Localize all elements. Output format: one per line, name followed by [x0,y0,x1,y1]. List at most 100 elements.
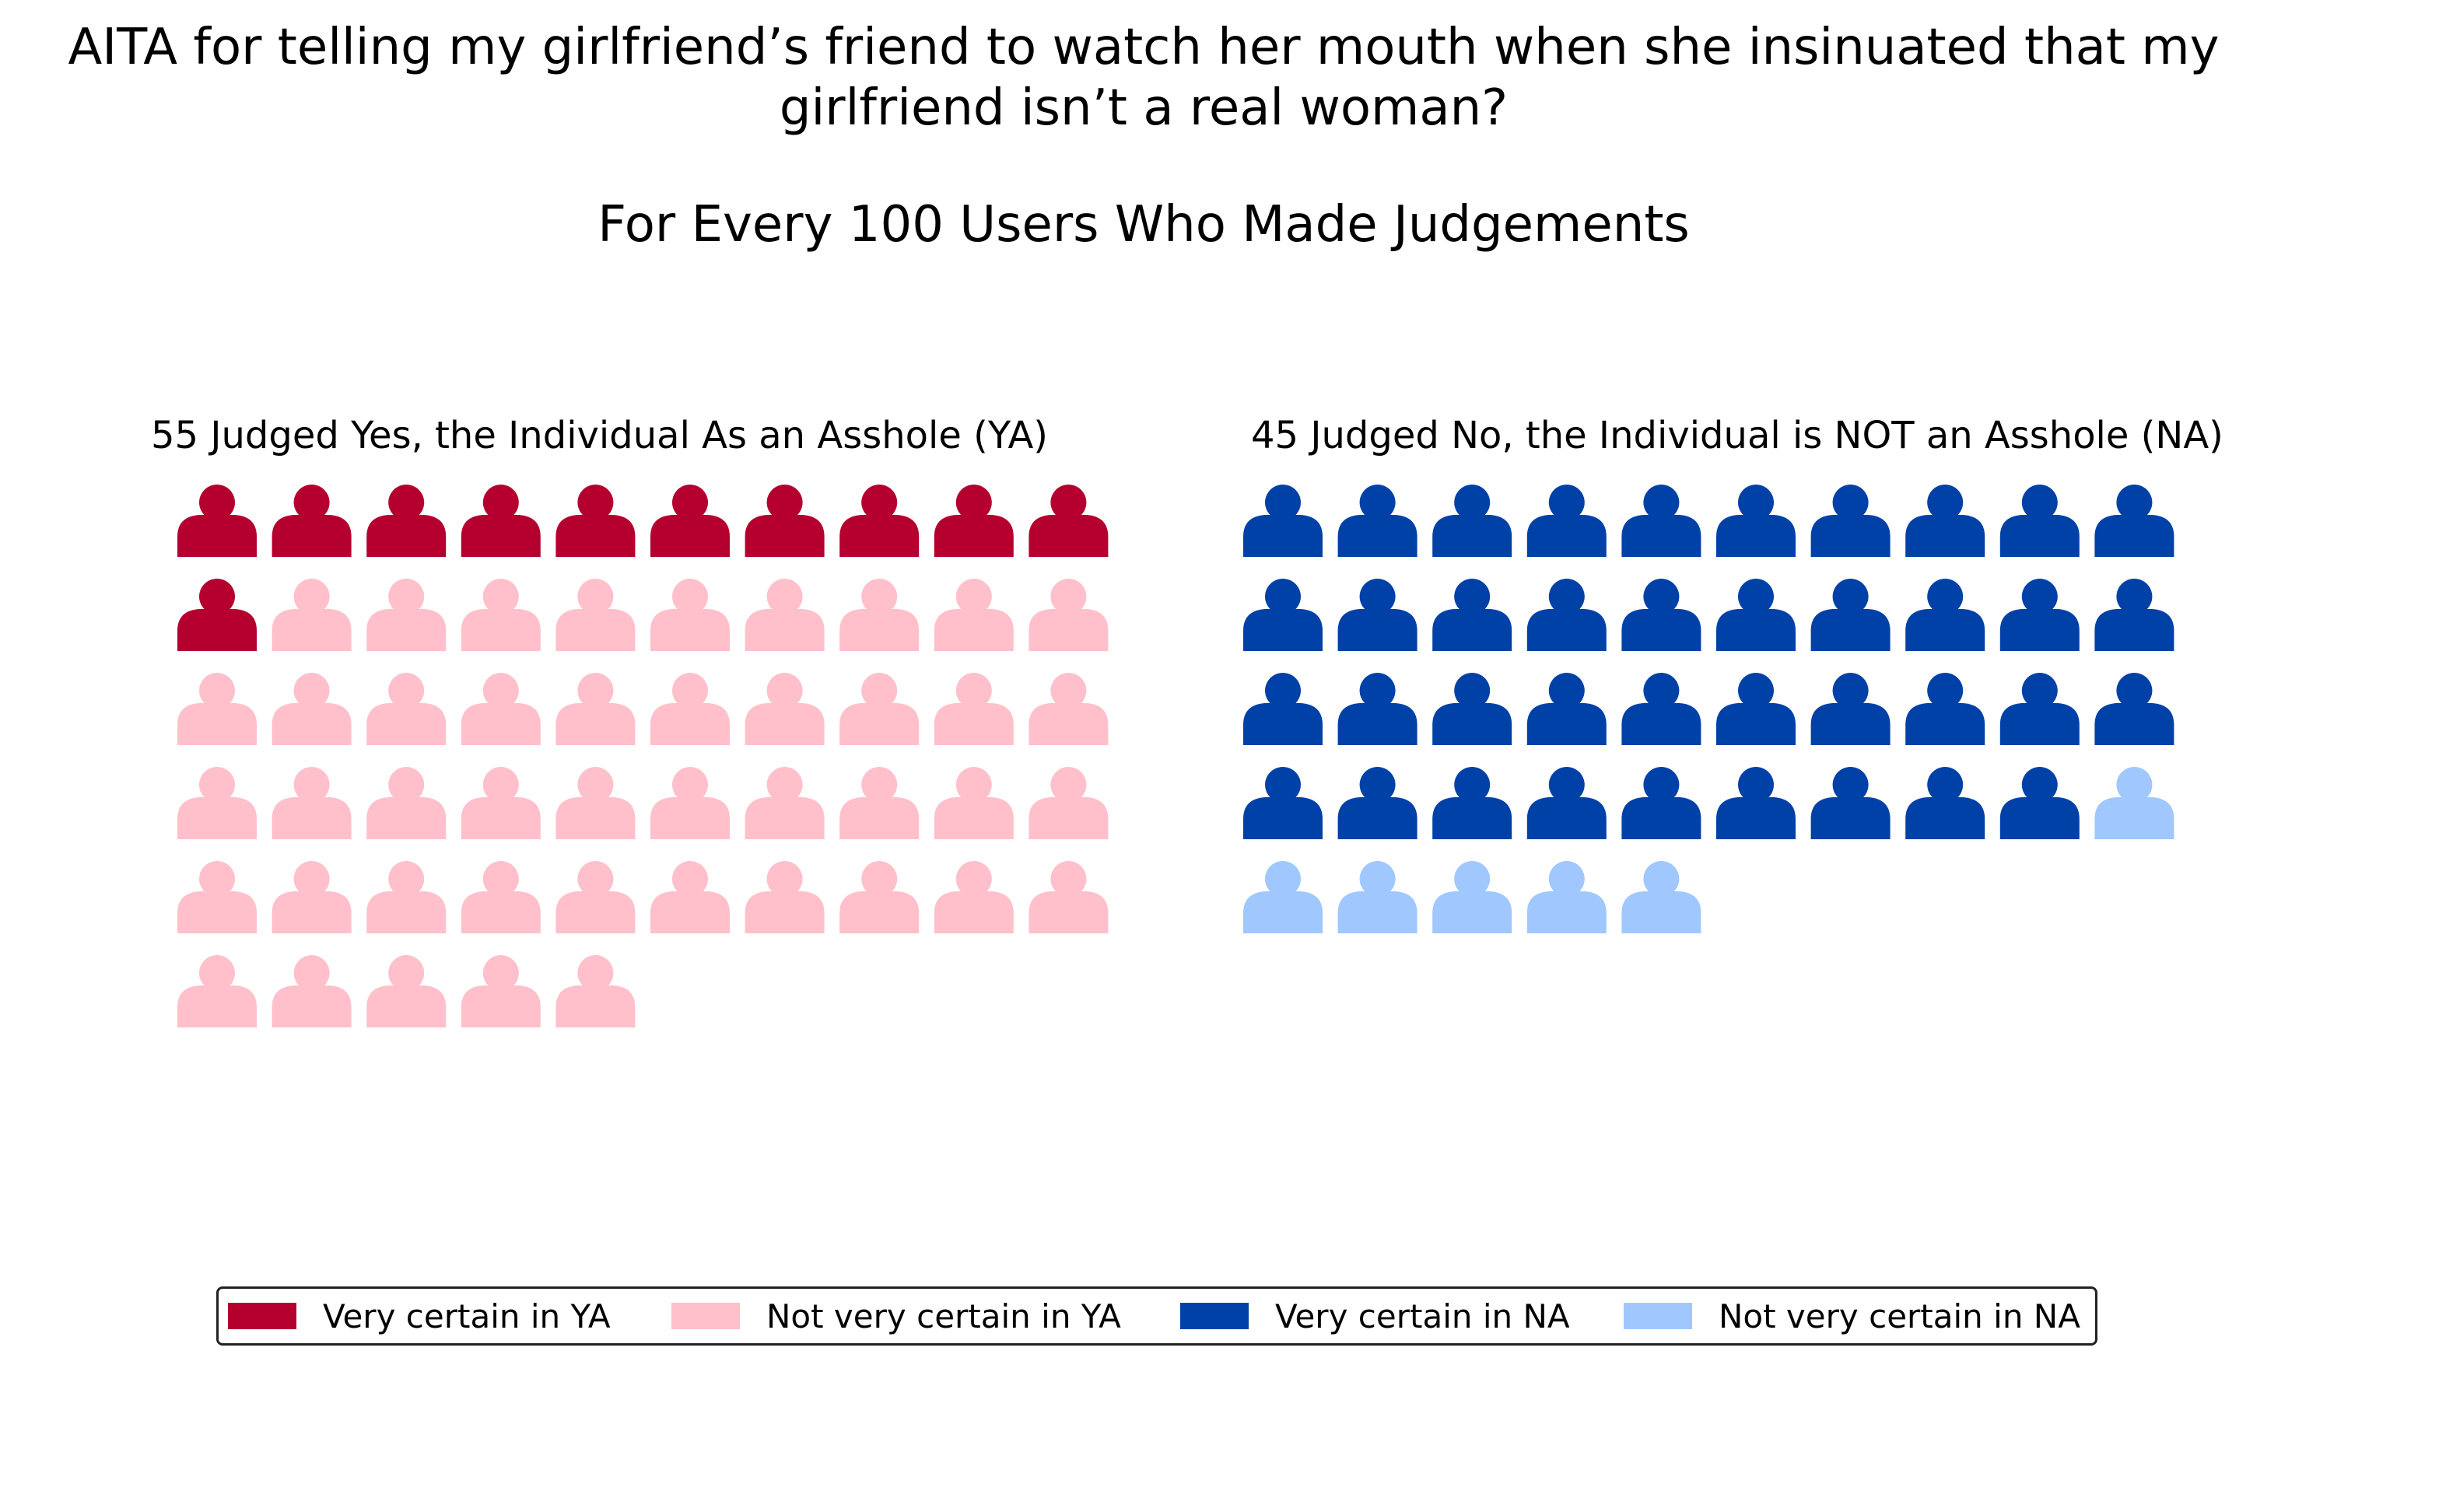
person-icon: Very certain in NA [1432,673,1512,745]
person-icon: Not very certain in YA [745,767,825,839]
person-icon: Not very certain in YA [745,861,825,933]
panel-title-ya: 55 Judged Yes, the Individual As an Assh… [151,414,1049,457]
person-icon: Very certain in NA [1337,579,1417,651]
person-icon: Not very certain in YA [745,673,825,745]
legend-label-very-certain-na: Very certain in NA [1275,1297,1570,1335]
person-icon: Very certain in NA [1905,767,1985,839]
person-icon: Very certain in YA [272,485,352,557]
person-icon: Very certain in NA [1243,485,1323,557]
person-icon: Not very certain in YA [839,579,920,651]
panel-title-na: 45 Judged No, the Individual is NOT an A… [1251,414,2223,457]
legend-label-very-certain-ya: Very certain in YA [323,1297,611,1335]
person-icon: Very certain in NA [1999,767,2080,839]
person-icon: Not very certain in YA [461,861,541,933]
person-icon: Not very certain in YA [461,673,541,745]
person-icon: Very certain in NA [1716,673,1796,745]
person-icon: Very certain in NA [1243,579,1323,651]
person-icon: Very certain in NA [1526,673,1607,745]
legend-item-very-certain-na: Very certain in NA [1180,1289,1570,1343]
person-icon: Very certain in YA [1029,485,1109,557]
person-icon: Not very certain in YA [461,579,541,651]
person-icon: Very certain in NA [1999,579,2080,651]
person-icon: Not very certain in YA [1029,579,1109,651]
person-icon: Not very certain in YA [366,861,447,933]
person-icon: Very certain in NA [1905,673,1985,745]
person-icon: Not very certain in YA [839,673,920,745]
person-icon: Not very certain in YA [1029,861,1109,933]
person-icon: Not very certain in YA [555,673,636,745]
person-icon: Very certain in NA [2094,673,2174,745]
person-icon: Not very certain in YA [366,673,447,745]
person-icon: Very certain in NA [1905,485,1985,557]
person-icon: Not very certain in YA [177,955,257,1027]
person-icon: Not very certain in YA [839,767,920,839]
legend-label-not-very-certain-na: Not very certain in NA [1719,1297,2080,1335]
legend-swatch-not-very-certain-ya [671,1303,740,1329]
person-icon: Not very certain in YA [177,767,257,839]
legend-item-not-very-certain-na: Not very certain in NA [1624,1289,2080,1343]
person-icon: Very certain in NA [1337,673,1417,745]
person-icon: Very certain in NA [1432,767,1512,839]
person-icon: Not very certain in YA [650,861,730,933]
person-icon: Not very certain in YA [177,673,257,745]
person-icon: Not very certain in YA [272,767,352,839]
person-icon: Not very certain in NA [1337,861,1417,933]
person-icon: Very certain in YA [650,485,730,557]
person-icon: Very certain in YA [555,485,636,557]
person-icon: Very certain in NA [1526,579,1607,651]
legend-swatch-very-certain-ya [228,1303,296,1329]
person-icon: Not very certain in YA [934,579,1014,651]
person-icon: Not very certain in YA [366,955,447,1027]
person-icon: Very certain in YA [934,485,1014,557]
legend-item-not-very-certain-ya: Not very certain in YA [671,1289,1121,1343]
person-icon: Very certain in YA [366,485,447,557]
person-icon: Very certain in NA [1716,485,1796,557]
legend-item-very-certain-ya: Very certain in YA [228,1289,611,1343]
person-icon: Not very certain in YA [461,767,541,839]
person-icon: Not very certain in YA [272,955,352,1027]
person-icon: Very certain in NA [1621,485,1701,557]
person-icon: Not very certain in YA [272,861,352,933]
person-icon: Not very certain in NA [2094,767,2174,839]
person-icon: Very certain in NA [2094,579,2174,651]
person-icon: Very certain in NA [1810,673,1891,745]
person-icon: Not very certain in NA [1243,861,1323,933]
person-icon: Not very certain in YA [934,861,1014,933]
legend-label-not-very-certain-ya: Not very certain in YA [766,1297,1121,1335]
chart-title-line-1: AITA for telling my girlfriend’s friend … [68,19,2220,76]
person-icon: Not very certain in YA [650,579,730,651]
person-icon: Not very certain in YA [1029,673,1109,745]
chart-subtitle: For Every 100 Users Who Made Judgements [597,196,1690,254]
person-icon: Not very certain in YA [461,955,541,1027]
person-icon: Very certain in YA [839,485,920,557]
person-icon: Not very certain in YA [366,767,447,839]
legend-swatch-not-very-certain-na [1624,1303,1692,1329]
person-icon: Very certain in NA [1810,767,1891,839]
person-icon: Not very certain in YA [1029,767,1109,839]
person-icon: Not very certain in YA [555,767,636,839]
person-icon: Not very certain in YA [555,861,636,933]
person-icon: Not very certain in YA [272,579,352,651]
person-icon: Not very certain in YA [555,579,636,651]
person-icon: Very certain in NA [1621,673,1701,745]
person-icon: Very certain in YA [461,485,541,557]
person-icon: Not very certain in YA [650,673,730,745]
person-icon: Not very certain in YA [555,955,636,1027]
person-icon: Very certain in NA [1810,579,1891,651]
person-icon: Not very certain in YA [650,767,730,839]
legend: Very certain in YA Not very certain in Y… [216,1286,2097,1346]
person-icon: Not very certain in YA [366,579,447,651]
person-icon: Very certain in YA [177,485,257,557]
chart-title-line-2: girlfriend isn’t a real woman? [779,79,1509,137]
person-icon: Very certain in NA [1999,485,2080,557]
person-icon: Not very certain in NA [1526,861,1607,933]
person-icon: Very certain in NA [1526,485,1607,557]
person-icon: Very certain in NA [1621,579,1701,651]
person-icon: Very certain in NA [1432,485,1512,557]
person-icon: Very certain in NA [1526,767,1607,839]
person-icon: Very certain in NA [1243,767,1323,839]
person-icon: Not very certain in YA [272,673,352,745]
person-icon: Very certain in NA [1621,767,1701,839]
